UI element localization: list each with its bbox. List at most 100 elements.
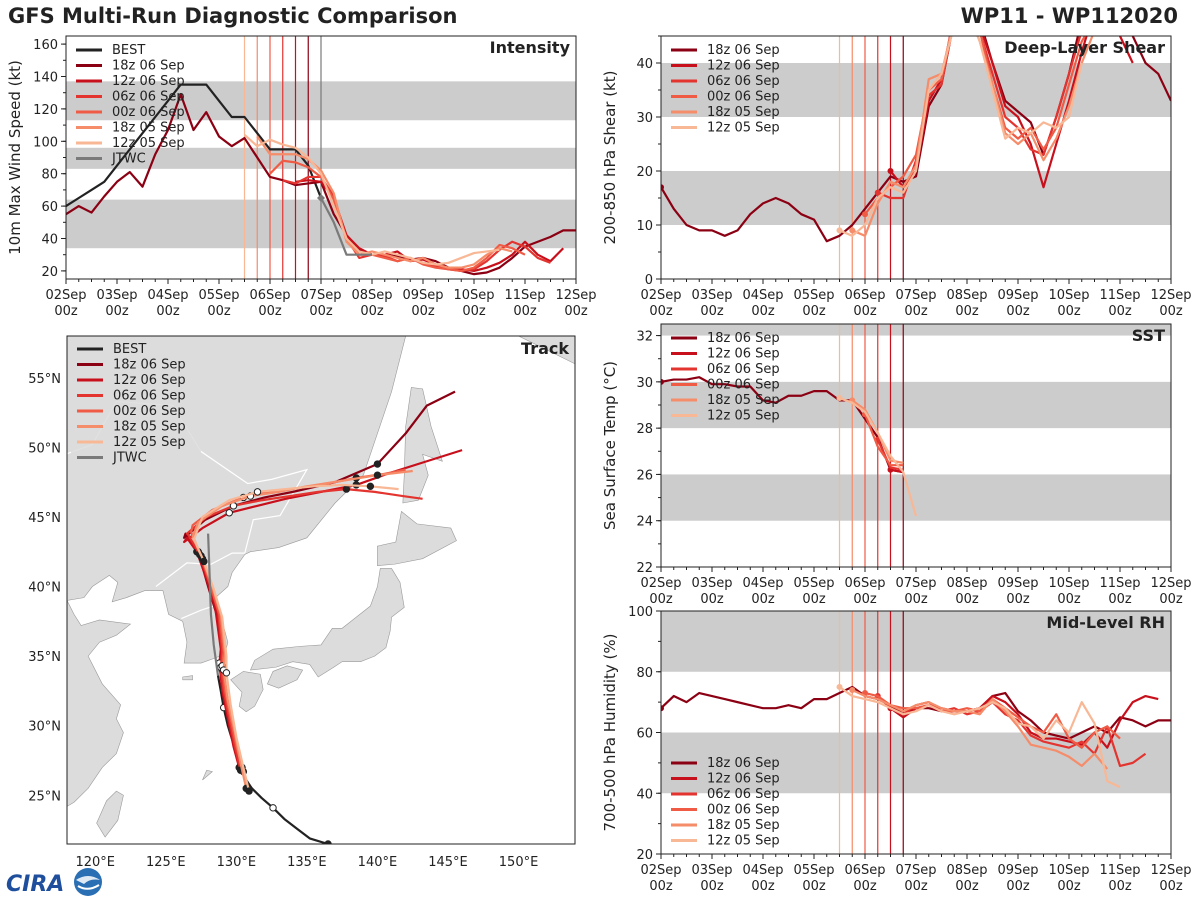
sst-legend-label: 12z 05 Sep	[707, 409, 780, 424]
sst-xtick-date: 05Sep	[793, 576, 834, 591]
cira-logo-text: CIRA	[6, 872, 64, 897]
intensity-xtick-date: 06Sep	[249, 288, 290, 303]
rh-init-marker	[661, 705, 664, 712]
sst-init-marker	[836, 395, 843, 402]
intensity-series-18z-05-Sep	[256, 135, 513, 269]
cira-globe-icon	[74, 868, 102, 896]
shear-init-marker	[874, 189, 881, 196]
shear-xtick-date: 12Sep	[1150, 288, 1191, 303]
track-position-marker	[200, 557, 208, 566]
shear-ylabel: 200-850 hPa Shear (kt)	[601, 71, 619, 245]
land-mass	[182, 675, 193, 681]
rh-legend-label: 00z 06 Sep	[707, 803, 780, 818]
track-legend-bg	[71, 340, 201, 468]
rh-ytick-label: 40	[636, 787, 653, 802]
rh-band	[661, 611, 1171, 672]
track-legend-label: 18z 05 Sep	[113, 420, 186, 435]
rh-xtick-hour: 00z	[1159, 879, 1183, 894]
rh-xtick-hour: 00z	[751, 879, 775, 894]
land-mass	[249, 568, 405, 678]
rh-xtick-date: 03Sep	[691, 863, 732, 878]
rh-xtick-hour: 00z	[904, 879, 928, 894]
intensity-legend-label: 12z 05 Sep	[112, 136, 185, 151]
sst-legend-label: 12z 06 Sep	[707, 347, 780, 362]
rh-xtick-date: 09Sep	[997, 863, 1038, 878]
sst-ytick-label: 32	[636, 330, 653, 345]
intensity-legend-label: 06z 06 Sep	[112, 90, 185, 105]
rh-ylabel: 700-500 hPa Humidity (%)	[601, 633, 619, 831]
country-border	[155, 552, 245, 587]
track-position-marker	[245, 787, 253, 795]
shear-xtick-hour: 00z	[904, 304, 928, 319]
shear-series-00z-06-Sep	[864, 36, 1087, 215]
shear-ytick-label: 20	[636, 165, 653, 180]
rh-xtick-date: 06Sep	[844, 863, 885, 878]
shear-xtick-date: 10Sep	[1048, 288, 1089, 303]
sst-xtick-date: 09Sep	[997, 576, 1038, 591]
rh-ytick-label: 80	[636, 666, 653, 681]
sst-xtick-date: 10Sep	[1048, 576, 1089, 591]
track-06z-06-Sep	[185, 487, 423, 771]
rh-xtick-date: 02Sep	[640, 863, 681, 878]
sst-xtick-hour: 00z	[1108, 592, 1132, 607]
intensity-ytick-label: 120	[33, 103, 58, 118]
track-lon-label: 120°E	[75, 855, 115, 870]
intensity-xtick-hour: 00z	[513, 304, 537, 319]
track-position-marker	[269, 804, 277, 812]
country-border	[181, 605, 214, 620]
track-legend-label: 12z 05 Sep	[113, 435, 186, 450]
track-lat-label: 50°N	[28, 441, 61, 456]
track-position-marker	[366, 482, 375, 491]
rh-ytick-label: 20	[636, 848, 653, 863]
sst-xtick-hour: 00z	[955, 592, 979, 607]
intensity-xtick-date: 09Sep	[402, 288, 443, 303]
rh-xtick-hour: 00z	[1108, 879, 1132, 894]
rh-xtick-hour: 00z	[802, 879, 826, 894]
rh-legend-label: 12z 05 Sep	[707, 834, 780, 849]
rh-ytick-label: 100	[628, 605, 653, 620]
intensity-legend-label: 00z 06 Sep	[112, 105, 185, 120]
sst-legend-label: 18z 06 Sep	[707, 331, 780, 346]
sst-xtick-hour: 00z	[1006, 592, 1030, 607]
sst-band	[661, 381, 1171, 429]
shear-ytick-label: 10	[636, 219, 653, 234]
track-title: Track	[521, 339, 569, 358]
jtwc-marker	[317, 194, 325, 202]
track-position-marker	[342, 485, 351, 493]
land-mass	[402, 387, 443, 504]
sst-init-marker	[661, 378, 664, 385]
intensity-xtick-hour: 00z	[156, 304, 180, 319]
intensity-xtick-hour: 00z	[207, 304, 231, 319]
shear-series-12z-06-Sep	[889, 36, 1134, 189]
panel-rh: 2040608010002Sep00z03Sep00z04Sep00z05Sep…	[601, 605, 1192, 894]
sst-xtick-date: 07Sep	[895, 576, 936, 591]
sst-xtick-hour: 00z	[1057, 592, 1081, 607]
rh-xtick-hour: 00z	[700, 879, 724, 894]
rh-xtick-date: 11Sep	[1099, 863, 1140, 878]
intensity-title: Intensity	[490, 38, 571, 57]
shear-band	[661, 171, 1171, 225]
shear-xtick-hour: 00z	[751, 304, 775, 319]
sst-xtick-date: 12Sep	[1150, 576, 1191, 591]
intensity-xtick-hour: 00z	[54, 304, 78, 319]
track-lat-label: 30°N	[28, 720, 61, 735]
figure-title: GFS Multi-Run Diagnostic Comparison	[8, 4, 458, 28]
land-china-east	[67, 600, 132, 807]
intensity-xtick-hour: 00z	[360, 304, 384, 319]
shear-ytick-label: 30	[636, 111, 653, 126]
shear-xtick-hour: 00z	[1006, 304, 1030, 319]
rh-legend-label: 18z 05 Sep	[707, 818, 780, 833]
rh-xtick-date: 10Sep	[1048, 863, 1089, 878]
intensity-ytick-label: 60	[41, 200, 58, 215]
track-lon-label: 135°E	[287, 855, 327, 870]
shear-xtick-hour: 00z	[802, 304, 826, 319]
land-mass	[96, 790, 124, 838]
track-legend-label: 18z 06 Sep	[113, 358, 186, 373]
sst-legend-label: 00z 06 Sep	[707, 378, 780, 393]
shear-xtick-date: 04Sep	[742, 288, 783, 303]
rh-xtick-hour: 00z	[649, 879, 673, 894]
cira-logo: CIRA	[6, 868, 102, 897]
intensity-series-JTWC	[320, 197, 372, 256]
shear-xtick-hour: 00z	[853, 304, 877, 319]
shear-xtick-date: 07Sep	[895, 288, 936, 303]
